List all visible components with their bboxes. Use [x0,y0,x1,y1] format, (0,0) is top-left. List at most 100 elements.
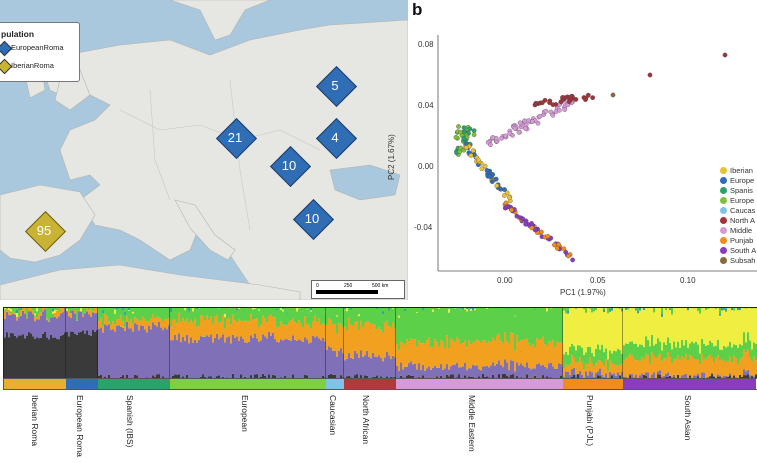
admixture-bar-segment [565,351,568,365]
admixture-bar-segment [48,317,51,321]
admixture-bar-segment [154,318,157,325]
admixture-bar-segment [182,318,185,337]
admixture-bar-segment [292,308,295,319]
group-label: Middle Eastern [467,395,477,452]
admixture-bar-segment [64,332,67,378]
admixture-bar-segment [338,323,341,351]
admixture-bar-segment [689,355,692,376]
admixture-bar-segment [538,308,541,340]
admixture-bar-segment [128,328,131,378]
admixture-bar-segment [116,325,119,378]
scale-tick-label: 500 km [372,283,389,289]
pca-y-label: PC2 (1.67%) [387,134,396,180]
admixture-bar-segment [677,308,680,342]
admixture-bar-segment [66,331,69,378]
admixture-bar-segment [390,376,393,378]
admixture-bar-segment [252,308,255,310]
admixture-bar-segment [623,308,626,346]
admixture-bar-segment [571,355,574,370]
admixture-bar-segment [709,340,712,355]
admixture-bar-segment [605,308,608,349]
admixture-bar-segment [244,320,247,343]
admixture-bar-segment [290,308,293,321]
admixture-bar-segment [44,308,47,310]
admixture-bar-segment [472,310,475,343]
panel-b-label: b [412,0,423,19]
admixture-bar-segment [52,311,55,314]
admixture-bar-segment [665,373,668,378]
admixture-bar-segment [591,312,594,354]
admixture-bar-segment [392,322,395,356]
pca-point [529,221,534,226]
admixture-bar-segment [669,375,672,378]
admixture-bar-segment [26,308,29,315]
admixture-bar-segment [192,322,195,343]
admixture-bar-segment [246,321,249,343]
admixture-bar-segment [220,308,223,322]
admixture-bar-segment [605,359,608,374]
admixture-bar-segment [671,349,674,364]
admixture-bar-segment [106,308,109,317]
admixture-bar-segment [210,316,213,335]
admixture-bar-segment [272,308,275,317]
pca-point [554,245,560,251]
admixture-bar-segment [460,344,463,368]
admixture-bar-segment [703,358,706,373]
admixture-bar-segment [374,308,377,325]
admixture-bar-segment [677,374,680,378]
admixture-bar-segment [673,377,676,378]
admixture-bar-segment [655,343,658,359]
admixture-bar-segment [743,308,746,333]
admixture-bar-segment [180,321,183,343]
admixture-bar-segment [438,346,441,368]
admixture-bar-segment [396,365,399,378]
admixture-bar-segment [474,308,477,311]
admixture-bar-segment [92,311,95,313]
pca-point [583,95,589,101]
admixture-bar-segment [753,356,756,377]
admixture-bar-segment [470,308,473,311]
admixture-bar-segment [358,313,361,317]
admixture-bar-segment [306,308,309,310]
pca-point [461,125,467,131]
admixture-bar-segment [80,331,83,378]
admixture-bar-segment [40,315,43,338]
admixture-bar-segment [605,348,608,360]
admixture-bar-segment [4,318,7,338]
admixture-bar-segment [368,321,371,357]
admixture-bar-segment [540,308,543,340]
admixture-bar-segment [62,334,65,378]
admixture-bar-segment [711,374,714,378]
map-landmass [0,0,408,300]
admixture-bar-segment [498,374,501,378]
admixture-bar-segment [382,332,385,362]
admixture-bar-segment [755,360,757,375]
admixture-bar-segment [460,308,463,345]
admixture-bar-segment [526,374,529,378]
admixture-bar-segment [28,332,31,378]
admixture-bar-segment [432,309,435,312]
admixture-bar-segment [224,308,227,313]
admixture-bar-segment [575,374,578,378]
admixture-bar-segment [546,376,549,378]
admixture-bar-segment [158,317,161,322]
admixture-bar-segment [364,375,367,378]
admixture-bar-segment [623,359,626,378]
admixture-bar-segment [28,311,31,333]
admixture-bar-segment [314,308,317,316]
admixture-bar-segment [398,315,401,318]
admixture-bar-segment [92,312,95,331]
admixture-bar-segment [733,344,736,356]
admixture-bar-segment [697,376,700,378]
admixture-bar-segment [322,312,325,324]
admixture-bar-segment [124,312,127,315]
pca-point [499,135,504,141]
admixture-bar-segment [567,308,570,311]
admixture-bar-segment [200,376,203,378]
pca-point [545,233,551,239]
admixture-bar-segment [286,313,289,326]
admixture-bar-segment [669,308,672,311]
admixture-bar-segment [10,313,13,315]
admixture-bar-segment [581,308,584,348]
admixture-bar-segment [218,322,221,340]
